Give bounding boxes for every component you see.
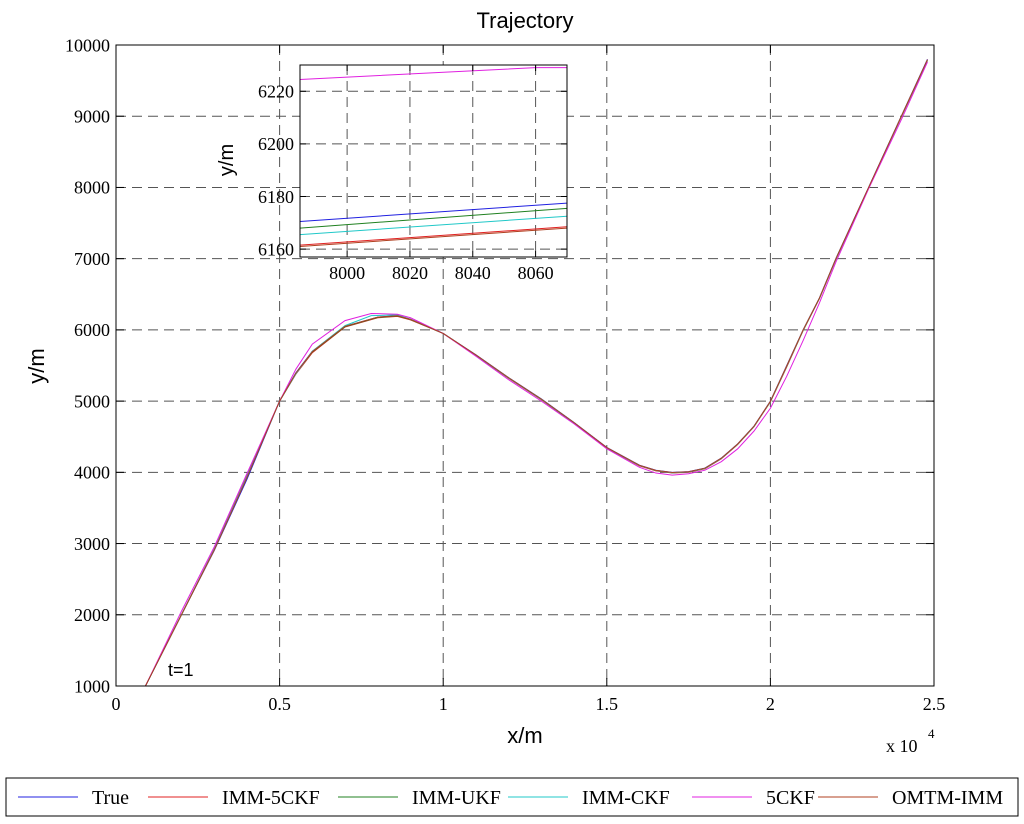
main-y-tick-label: 9000 (74, 107, 110, 127)
legend-label-imm-ukf: IMM-UKF (412, 787, 501, 809)
legend-label-imm-ckf: IMM-CKF (582, 787, 670, 809)
legend: True IMM-5CKF IMM-UKF IMM-CKF 5CKF OMTM-IMM (18, 787, 1003, 809)
inset-series-imm-ckf (300, 215, 567, 236)
main-axis-ticks: 0 0.5 1 1.5 2 2.5 1000 2000 3000 4000 5000 6000 7000… (65, 35, 945, 714)
inset-y-tick-label: 6160 (258, 239, 294, 259)
inset-plot-frame (299, 64, 568, 258)
inset-gridlines (300, 65, 567, 257)
main-x-tick-label: 2 (766, 694, 775, 714)
y-axis-label: y/m (24, 348, 49, 383)
main-y-tick-label: 8000 (74, 178, 110, 198)
legend-label-imm-5ckf: IMM-5CKF (222, 787, 320, 809)
x-axis-label: x/m (507, 723, 542, 748)
inset-series-imm-5ckf (300, 226, 567, 246)
main-y-tick-label: 6000 (74, 320, 110, 340)
main-y-tick-label: 10000 (65, 35, 110, 55)
inset-x-tick-label: 8040 (455, 263, 491, 283)
inset-series-imm-ukf (300, 207, 567, 229)
inset-y-tick-label: 6220 (258, 82, 294, 102)
main-x-tick-label: 0 (112, 694, 121, 714)
main-y-tick-label: 5000 (74, 391, 110, 411)
start-annotation: t=1 (168, 660, 194, 680)
main-x-tick-label: 2.5 (923, 694, 946, 714)
inset-series-true (300, 202, 567, 222)
main-x-tick-label: 0.5 (268, 694, 291, 714)
x-axis-exponent-power: 4 (928, 726, 935, 741)
inset-x-tick-label: 8060 (518, 263, 554, 283)
inset-series-omtm-imm (300, 227, 567, 247)
main-plot-frame (115, 44, 935, 687)
legend-label-true: True (92, 787, 129, 809)
main-series-omtm-imm (145, 59, 928, 686)
chart-title: Trajectory (477, 8, 574, 33)
legend-label-omtm-imm: OMTM-IMM (892, 787, 1003, 809)
main-y-tick-label: 3000 (74, 534, 110, 554)
legend-label-5ckf: 5CKF (766, 787, 815, 809)
x-axis-exponent-label: x 10 (886, 736, 918, 756)
main-x-tick-label: 1.5 (596, 694, 619, 714)
inset-y-tick-label: 6180 (258, 187, 294, 207)
main-y-tick-label: 4000 (74, 463, 110, 483)
inset-y-axis-label: y/m (216, 144, 238, 176)
main-y-tick-label: 2000 (74, 605, 110, 625)
main-series-5ckf (144, 61, 928, 686)
main-series-lines (144, 59, 928, 686)
inset-background (300, 65, 567, 257)
inset-x-tick-label: 8020 (392, 263, 428, 283)
main-y-tick-label: 1000 (74, 676, 110, 696)
inset-axis-ticks: 8000 8020 8040 8060 6160 6180 6200 6220 (258, 65, 567, 283)
main-x-tick-label: 1 (439, 694, 448, 714)
inset-y-tick-label: 6200 (258, 134, 294, 154)
inset-x-tick-label: 8000 (329, 263, 365, 283)
main-y-tick-label: 7000 (74, 249, 110, 269)
